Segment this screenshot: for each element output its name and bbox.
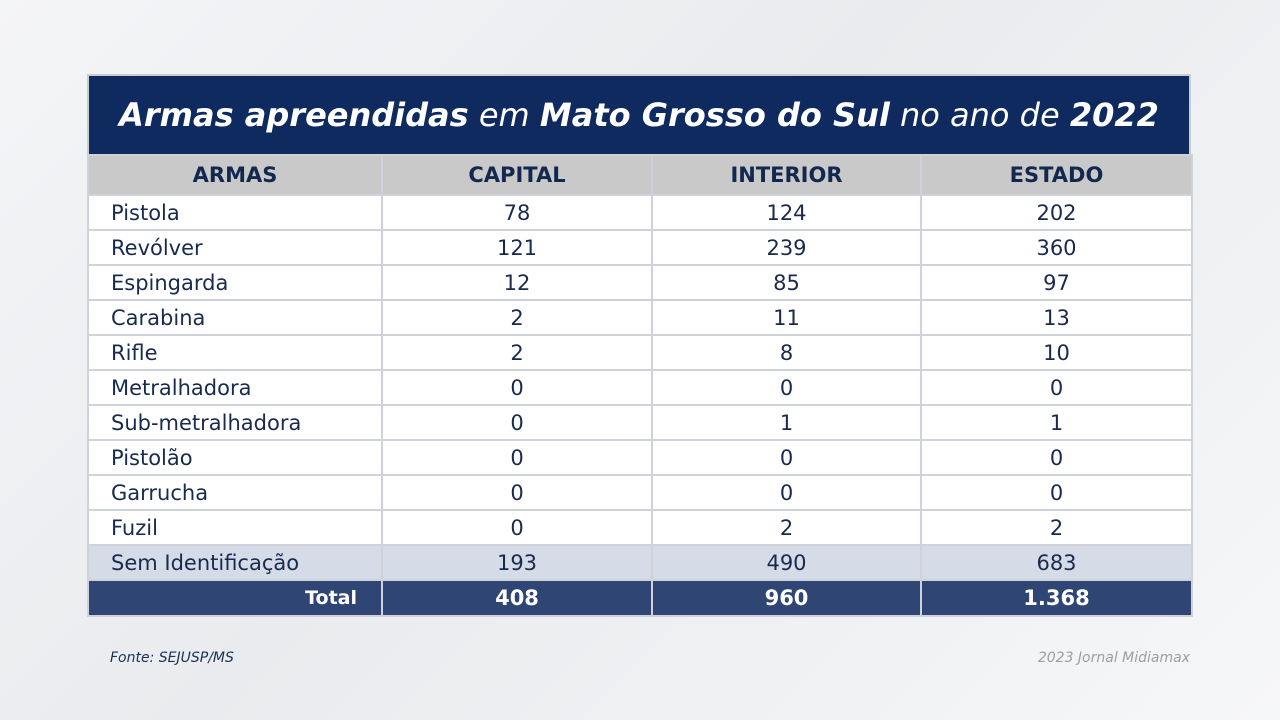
title-part: Armas apreendidas [119,96,469,134]
cell: 0 [920,439,1193,476]
cell: 0 [651,474,922,511]
cell: 0 [920,369,1193,406]
data-table: ARMAS CAPITAL INTERIOR ESTADO Pistola 78 124 2… [87,154,1193,617]
cell: 0 [920,474,1193,511]
cell: 2 [651,509,922,546]
table-row: Pistola 78 124 202 [87,194,1193,231]
cell: 0 [381,509,653,546]
cell: 8 [651,334,922,371]
cell: 239 [651,229,922,266]
row-label: Rifle [87,334,383,371]
total-cell: 960 [651,579,922,617]
total-row: Total 408 960 1.368 [87,579,1193,617]
total-cell: 408 [381,579,653,617]
cell: 0 [381,369,653,406]
cell: 360 [920,229,1193,266]
table-row: Fuzil 0 2 2 [87,509,1193,546]
cell: 121 [381,229,653,266]
cell: 0 [651,369,922,406]
title-part: em [478,96,530,134]
cell: 2 [381,299,653,336]
credit: 2023 Jornal Midiamax [1037,650,1190,666]
column-header: ESTADO [920,154,1193,196]
cell: 0 [381,404,653,441]
table-row: Pistolão 0 0 0 [87,439,1193,476]
table-row: Sub-metralhadora 0 1 1 [87,404,1193,441]
cell: 2 [381,334,653,371]
row-label: Carabina [87,299,383,336]
column-header: CAPITAL [381,154,653,196]
cell: 490 [651,544,922,581]
table-row: Garrucha 0 0 0 [87,474,1193,511]
row-label: Fuzil [87,509,383,546]
cell: 85 [651,264,922,301]
row-label: Espingarda [87,264,383,301]
cell: 2 [920,509,1193,546]
table-row: Rifle 2 8 10 [87,334,1193,371]
header-row: ARMAS CAPITAL INTERIOR ESTADO [87,154,1193,196]
row-label: Revólver [87,229,383,266]
cell: 0 [381,474,653,511]
source: Fonte: SEJUSP/MS [110,650,234,666]
row-label: Sub-metralhadora [87,404,383,441]
table-row: Espingarda 12 85 97 [87,264,1193,301]
cell: 683 [920,544,1193,581]
cell: 78 [381,194,653,231]
cell: 97 [920,264,1193,301]
cell: 1 [651,404,922,441]
cell: 0 [381,439,653,476]
cell: 202 [920,194,1193,231]
row-label: Pistola [87,194,383,231]
table-row: Carabina 2 11 13 [87,299,1193,336]
table-row: Sem Identificação 193 490 683 [87,544,1193,581]
row-label: Garrucha [87,474,383,511]
table-row: Metralhadora 0 0 0 [87,369,1193,406]
row-label: Pistolão [87,439,383,476]
row-label: Metralhadora [87,369,383,406]
title-part: 2022 [1069,96,1159,134]
title-part: Mato Grosso do Sul [539,96,890,134]
cell: 0 [651,439,922,476]
title: Armas apreendidas em Mato Grosso do Sul … [87,74,1191,154]
cell: 11 [651,299,922,336]
table-card: Armas apreendidas em Mato Grosso do Sul … [87,74,1193,617]
title-part: no ano de [899,96,1060,134]
cell: 13 [920,299,1193,336]
total-label: Total [87,579,383,617]
column-header: INTERIOR [651,154,922,196]
table-row: Revólver 121 239 360 [87,229,1193,266]
column-header: ARMAS [87,154,383,196]
cell: 1 [920,404,1193,441]
cell: 12 [381,264,653,301]
cell: 10 [920,334,1193,371]
cell: 124 [651,194,922,231]
total-cell: 1.368 [920,579,1193,617]
row-label: Sem Identificação [87,544,383,581]
cell: 193 [381,544,653,581]
